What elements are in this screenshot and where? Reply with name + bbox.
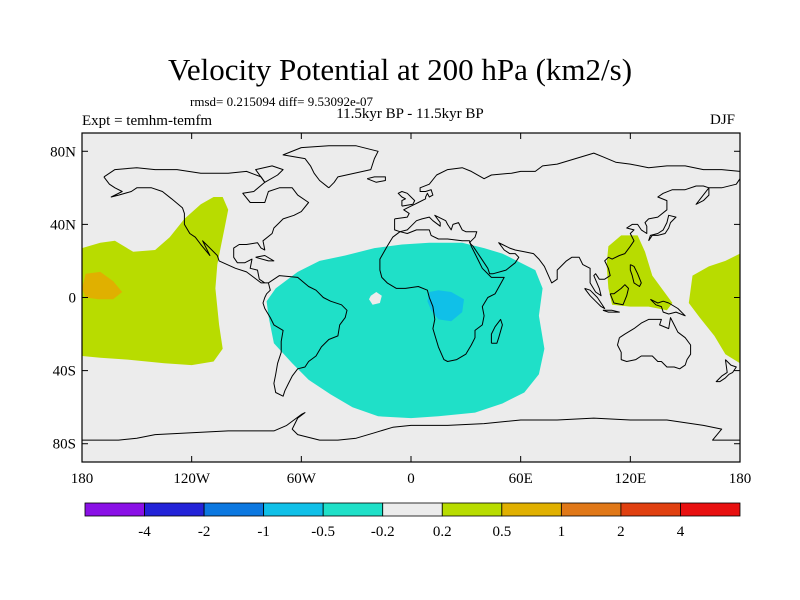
y-tick-label: 40S bbox=[53, 364, 76, 380]
colorbar-level-label: 0.5 bbox=[492, 524, 511, 540]
colorbar-swatch bbox=[501, 502, 562, 517]
colorbar-level-label: -4 bbox=[138, 524, 151, 540]
experiment-label: Expt = temhm-temfm bbox=[82, 113, 213, 129]
y-tick-label: 40N bbox=[50, 217, 76, 233]
coastline-japan bbox=[648, 214, 677, 242]
colorbar-swatch bbox=[680, 502, 741, 517]
x-tick-label: 120E bbox=[614, 471, 646, 487]
colorbar-level-label: 4 bbox=[677, 524, 685, 540]
contour-region-central-pacific-max bbox=[82, 271, 123, 300]
contour-region-west-pacific-positive bbox=[688, 253, 740, 364]
colorbar-swatch bbox=[203, 502, 265, 517]
coastline-south-america bbox=[262, 275, 348, 397]
colorbar-level-label: 2 bbox=[617, 524, 625, 540]
coastline-java bbox=[602, 309, 620, 313]
chart-subtitle: rmsd= 0.215094 diff= 9.53092e-07 bbox=[190, 94, 374, 109]
colorbar-level-label: -1 bbox=[257, 524, 270, 540]
contour-region-africa-atlantic-negative bbox=[266, 242, 545, 419]
colorbar-swatch bbox=[382, 502, 443, 517]
coastline-borneo bbox=[609, 284, 629, 306]
y-tick-label: 80N bbox=[50, 144, 76, 160]
colorbar-swatch bbox=[322, 502, 384, 517]
contour-region-south-atlantic-hole bbox=[369, 292, 382, 305]
x-tick-label: 180 bbox=[729, 471, 752, 487]
coastline-iceland bbox=[366, 176, 386, 183]
contour-region-central-africa-min bbox=[427, 290, 464, 322]
colorbar-level-label: -2 bbox=[198, 524, 211, 540]
y-tick-label: 0 bbox=[69, 291, 77, 307]
x-tick-label: 60E bbox=[509, 471, 533, 487]
coastline-antarctica bbox=[82, 412, 740, 441]
x-tick-label: 60W bbox=[287, 471, 317, 487]
contour-region-east-pacific-positive bbox=[82, 197, 229, 366]
colorbar-level-label: 1 bbox=[558, 524, 566, 540]
coastline-cuba bbox=[255, 255, 275, 262]
coastline-north-america bbox=[103, 167, 310, 284]
coastline-eurasia bbox=[394, 152, 740, 297]
period-label: 11.5kyr BP - 11.5kyr BP bbox=[336, 106, 484, 122]
chart-title: Velocity Potential at 200 hPa (km2/s) bbox=[167, 52, 633, 87]
x-tick-label: 180 bbox=[71, 471, 94, 487]
colorbar-swatch bbox=[560, 502, 622, 517]
colorbar-swatch bbox=[620, 502, 681, 517]
coastline-new-guinea bbox=[650, 298, 686, 317]
x-tick-label: 120W bbox=[173, 471, 211, 487]
coastline-britain bbox=[397, 191, 416, 207]
season-label: DJF bbox=[710, 112, 736, 128]
coastline-sumatra bbox=[584, 287, 606, 309]
coastline-new-zealand bbox=[715, 359, 737, 383]
colorbar-swatch bbox=[84, 502, 145, 517]
coastline-africa bbox=[379, 229, 505, 362]
colorbar-level-label: -0.5 bbox=[311, 524, 335, 540]
colorbar-swatch bbox=[263, 502, 324, 517]
coastline-greenland bbox=[282, 145, 379, 189]
plot-layers bbox=[82, 145, 740, 441]
coastline-madagascar bbox=[490, 318, 503, 344]
colorbar-level-label: 0.2 bbox=[433, 524, 452, 540]
y-tick-label: 80S bbox=[53, 437, 76, 453]
colorbar-swatch bbox=[441, 502, 503, 517]
coastline-baffin bbox=[255, 165, 284, 183]
colorbar-level-label: -0.2 bbox=[371, 524, 395, 540]
x-tick-label: 0 bbox=[407, 471, 415, 487]
coastline-australia bbox=[617, 317, 692, 370]
coastline-philippines bbox=[629, 264, 642, 287]
colorbar-swatch bbox=[144, 502, 205, 517]
